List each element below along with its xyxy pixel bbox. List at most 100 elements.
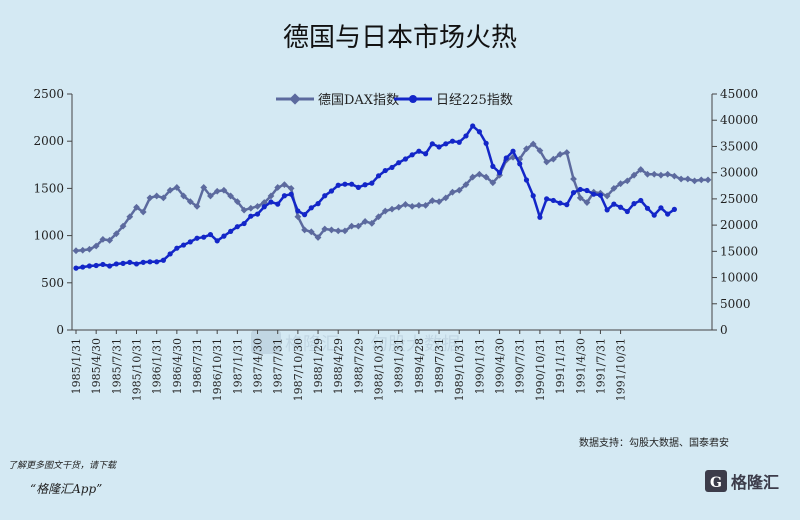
- dax-data-point: [469, 173, 477, 181]
- nikkei-data-point: [671, 206, 677, 212]
- nikkei-data-point: [187, 239, 193, 245]
- nikkei-data-point: [517, 161, 523, 167]
- dax-data-point: [368, 219, 376, 227]
- dax-data-point: [307, 228, 315, 236]
- dax-data-point: [99, 235, 107, 243]
- nikkei-data-point: [631, 201, 637, 207]
- dax-series-line: [75, 142, 708, 252]
- nikkei-data-point: [537, 214, 543, 220]
- nikkei-data-point: [288, 191, 294, 197]
- dax-data-point: [314, 234, 322, 241]
- dax-data-point: [637, 166, 645, 173]
- nikkei-data-point: [443, 141, 449, 147]
- dax-data-point: [79, 246, 87, 254]
- dax-data-point: [610, 185, 618, 192]
- dax-data-point: [334, 227, 342, 235]
- x-axis-tick-label: 1990/4/30: [494, 338, 507, 394]
- right-axis-tick-label: 0: [720, 323, 728, 337]
- dax-data-point: [119, 222, 127, 230]
- watermark-brand: 格隆汇: [285, 334, 339, 355]
- nikkei-data-point: [328, 188, 335, 194]
- x-axis-tick-label: 1988/1/29: [312, 338, 325, 394]
- dax-data-point: [348, 222, 356, 230]
- nikkei-data-point: [73, 265, 79, 271]
- x-axis-tick-label: 1986/4/30: [171, 338, 184, 394]
- chart-title: 德国与日本市场火热: [283, 23, 517, 53]
- nikkei-data-point: [127, 259, 133, 265]
- dax-data-point: [92, 242, 100, 250]
- x-axis-tick-label: 1987/10/30: [292, 338, 305, 401]
- nikkei-data-point: [154, 259, 160, 265]
- nikkei-data-point: [214, 238, 220, 244]
- x-axis-tick-label: 1985/7/31: [110, 338, 123, 394]
- dax-data-point: [112, 230, 120, 238]
- dax-data-point: [267, 192, 275, 200]
- nikkei-data-point: [396, 160, 402, 166]
- x-axis-tick-label: 1987/1/31: [231, 338, 244, 394]
- nikkei-data-point: [207, 231, 214, 238]
- nikkei-data-point: [180, 242, 187, 248]
- dax-data-point: [274, 184, 282, 191]
- left-axis-tick-label: 1000: [33, 229, 64, 243]
- nikkei-data-point: [665, 211, 671, 217]
- dax-data-point: [570, 175, 577, 183]
- nikkei-data-point: [483, 140, 489, 146]
- dax-data-point: [462, 181, 470, 189]
- nikkei-data-point: [140, 259, 146, 265]
- dax-data-point: [153, 192, 161, 200]
- x-axis-tick-label: 1991/1/31: [554, 338, 567, 394]
- dax-data-point: [220, 186, 228, 194]
- nikkei-data-point: [355, 184, 361, 190]
- dax-data-point: [523, 145, 530, 153]
- nikkei-data-point: [349, 181, 355, 187]
- x-axis-tick-label: 1991/7/31: [594, 338, 607, 394]
- dax-data-point: [160, 194, 167, 202]
- dax-data-point: [180, 192, 187, 200]
- nikkei-data-point: [369, 180, 375, 186]
- dax-data-point: [556, 151, 564, 158]
- nikkei-data-point: [194, 235, 200, 241]
- nikkei-data-point: [268, 199, 274, 205]
- x-axis-tick-label: 1986/10/31: [211, 338, 224, 401]
- footer-promo-line: 了解更多图文干货，请下载: [8, 460, 117, 471]
- left-axis-tick-label: 500: [41, 276, 64, 290]
- x-axis-tick-label: 1986/7/31: [191, 338, 204, 394]
- dax-data-point: [549, 155, 557, 163]
- nikkei-data-point: [577, 186, 583, 193]
- nikkei-data-point: [591, 191, 597, 197]
- dax-data-point: [361, 218, 369, 225]
- nikkei-data-point: [308, 205, 314, 211]
- dax-data-point: [657, 171, 665, 179]
- dax-data-point: [233, 198, 241, 206]
- x-axis-tick-label: 1988/4/29: [332, 338, 345, 394]
- nikkei-data-point: [201, 234, 207, 240]
- x-axis-tick-label: 1987/7/31: [272, 338, 285, 394]
- nikkei-data-point: [254, 211, 261, 217]
- dax-data-point: [328, 226, 335, 234]
- x-axis-tick-label: 1989/10/31: [453, 338, 466, 401]
- nikkei-data-point: [423, 151, 429, 157]
- dax-data-point: [428, 197, 436, 205]
- nikkei-data-point: [160, 257, 167, 263]
- dax-data-point: [583, 199, 591, 206]
- nikkei-data-point: [456, 139, 462, 145]
- nikkei-data-point: [496, 170, 503, 176]
- nikkei-data-point: [416, 148, 422, 154]
- right-axis-tick-label: 30000: [720, 166, 758, 180]
- nikkei-data-point: [584, 187, 590, 194]
- dax-data-point: [536, 147, 544, 155]
- nikkei-data-point: [241, 220, 247, 227]
- x-axis-tick-label: 1985/10/31: [131, 338, 144, 401]
- x-axis-tick-label: 1991/10/31: [615, 338, 628, 401]
- nikkei-data-point: [544, 196, 550, 202]
- x-axis-tick-label: 1991/4/30: [574, 338, 587, 394]
- nikkei-data-point: [530, 193, 536, 199]
- dax-data-point: [301, 226, 308, 234]
- nikkei-data-point: [624, 208, 630, 215]
- nikkei-data-point: [275, 201, 281, 207]
- footer-promo-app: “格隆汇App”: [30, 482, 102, 496]
- nikkei-data-point: [402, 156, 409, 162]
- dax-data-point: [449, 188, 456, 196]
- nikkei-data-point: [503, 155, 509, 161]
- dax-data-point: [186, 198, 194, 206]
